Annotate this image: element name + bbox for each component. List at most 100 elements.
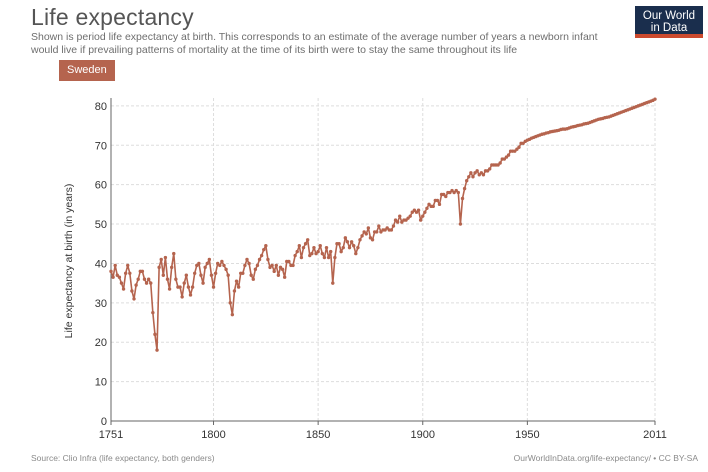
data-point [136, 277, 140, 281]
data-point [119, 281, 124, 285]
x-tick-label: 1950 [515, 429, 539, 441]
data-point [469, 171, 473, 175]
data-point [653, 97, 657, 101]
data-point [345, 240, 350, 244]
y-axis-label: Life expectancy at birth (in years) [63, 184, 75, 339]
data-point [178, 285, 182, 289]
data-point [247, 261, 251, 266]
data-point [142, 277, 147, 281]
data-point [301, 245, 306, 250]
data-point [506, 153, 511, 157]
y-tick-label: 70 [95, 140, 107, 152]
data-point [339, 249, 343, 254]
data-point [230, 312, 235, 317]
y-tick-label: 50 [95, 219, 107, 231]
data-point [197, 261, 201, 266]
data-point [111, 275, 115, 279]
data-point [462, 186, 467, 191]
y-tick-label: 40 [95, 258, 107, 270]
x-tick-label: 1850 [306, 429, 330, 441]
data-point [236, 285, 241, 289]
data-point [328, 249, 333, 254]
data-point [356, 245, 360, 250]
data-point [280, 267, 285, 272]
data-point [262, 247, 266, 252]
data-point [395, 220, 400, 224]
data-point [291, 263, 295, 268]
x-tick-label: 1900 [411, 429, 435, 441]
data-point [153, 332, 157, 337]
data-point [224, 267, 228, 272]
data-point [192, 271, 197, 275]
y-tick-label: 0 [101, 416, 107, 428]
data-point [132, 297, 136, 301]
data-point [444, 194, 448, 199]
data-point [121, 287, 126, 291]
entity-tag-sweden[interactable]: Sweden [59, 60, 115, 81]
data-point [155, 348, 159, 352]
data-point [241, 271, 245, 275]
chart-title: Life expectancy [31, 4, 194, 30]
data-point [117, 275, 122, 279]
data-point [347, 245, 352, 250]
y-tick-label: 20 [95, 337, 107, 349]
data-point [358, 238, 362, 242]
data-point [310, 251, 314, 256]
data-point [297, 244, 302, 248]
data-point [467, 175, 471, 179]
data-point [272, 269, 276, 274]
data-point [270, 263, 274, 268]
logo-line-2: in Data [650, 22, 688, 34]
data-point [276, 273, 281, 277]
data-point [287, 259, 291, 264]
data-point [320, 251, 325, 256]
license-link[interactable]: OurWorldInData.org/life-expectancy/ • CC… [513, 453, 698, 463]
series-line-sweden [110, 98, 656, 351]
data-point [341, 245, 345, 250]
data-point [190, 285, 195, 289]
data-point [144, 281, 149, 285]
data-point [146, 277, 151, 281]
data-point [128, 271, 132, 275]
data-point [130, 289, 134, 293]
data-point [220, 259, 224, 264]
data-point [266, 257, 270, 262]
data-point [366, 226, 371, 230]
data-point [299, 255, 304, 260]
data-point [370, 238, 375, 242]
data-point [259, 253, 264, 258]
data-point [234, 279, 239, 283]
owid-logo[interactable]: Our World in Data [635, 6, 703, 38]
data-point [243, 263, 247, 268]
data-point [163, 255, 168, 260]
data-point [460, 196, 465, 201]
data-point [408, 214, 412, 218]
data-point [205, 261, 209, 266]
data-point [180, 295, 184, 299]
y-tick-label: 10 [95, 377, 107, 389]
data-point [251, 277, 255, 281]
data-point [140, 269, 145, 274]
data-point [464, 179, 469, 183]
data-point [159, 257, 163, 262]
data-point [123, 271, 128, 275]
data-point [364, 232, 368, 236]
data-point [245, 257, 249, 262]
data-point [222, 263, 226, 268]
data-point [377, 224, 381, 228]
data-point [431, 204, 435, 209]
data-point [421, 214, 425, 218]
data-point [201, 281, 205, 285]
y-tick-label: 60 [95, 180, 107, 192]
data-point [169, 265, 174, 270]
chart-subtitle: Shown is period life expectancy at birth… [31, 31, 598, 56]
data-point [109, 269, 113, 274]
grid-lines [111, 98, 656, 421]
data-point [282, 275, 287, 279]
data-point [295, 249, 299, 254]
data-point [398, 214, 402, 218]
data-point [425, 206, 429, 210]
data-point [322, 255, 327, 260]
data-point [126, 263, 130, 268]
